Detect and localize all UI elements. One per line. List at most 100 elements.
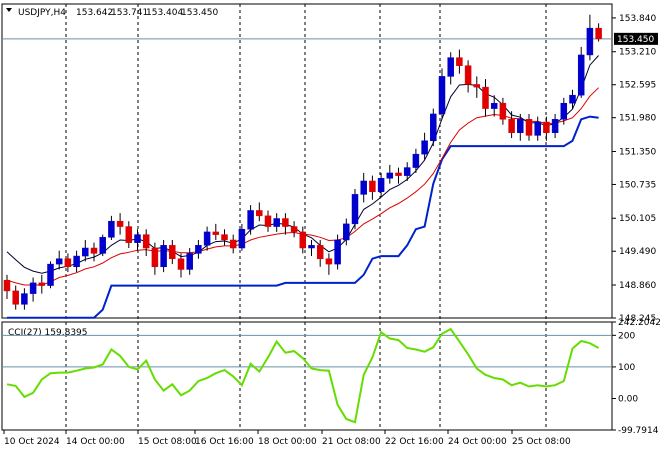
candle-down [169,239,176,265]
candle-body [395,172,402,176]
candle-body [177,258,185,270]
candle-body [360,180,367,195]
candle-up [29,277,37,302]
candle-body [38,282,46,286]
cci-y-tick-label: 100 [618,363,635,373]
candle-body [499,102,507,120]
candle-up [186,248,193,275]
candle-body [430,113,437,142]
candle-body [90,247,98,254]
candle-up [82,239,89,262]
candle-body [551,119,559,133]
slow-ma-line [6,87,599,286]
candle-up [55,250,63,270]
ohlc-close: 153.450 [181,8,218,18]
candle-down [290,221,298,238]
trailing-stop-line [7,115,599,319]
candle-down [473,76,481,98]
candle-body [560,102,568,120]
candle-body [412,153,420,168]
candle-body [29,282,37,294]
x-tick-label: 14 Oct 00:00 [66,437,125,447]
candle-up [360,172,367,203]
candle-body [221,234,228,241]
candle-up [412,148,420,173]
candle-up [334,234,341,270]
candle-body [247,210,254,230]
candle-body [282,218,289,227]
candle-up [560,97,568,125]
candle-up [490,95,498,117]
y-tick-label: 150.735 [619,180,656,190]
candle-body [195,245,202,254]
candle-down [543,116,550,141]
cci-y-axis: 242.2042 200 100 0.00 -99.7914 [612,318,660,436]
candle-up [247,205,254,235]
candle-body [325,258,333,265]
candle-body [212,231,220,235]
x-tick-label: 10 Oct 2024 [4,437,60,447]
y-tick-label: 153.210 [619,48,656,58]
candle-down [177,253,185,278]
chevron-down-icon [6,8,12,12]
cci-y-tick-label: 200 [618,331,635,341]
candle-up [238,223,246,251]
current-price-box [614,32,658,45]
cci-line [6,327,600,424]
candle-down [38,274,46,294]
candle-body [73,255,80,268]
chart-symbol-title: USDJPY,H4 [18,8,66,18]
candle-body [438,76,446,115]
y-tick-label: 152.595 [619,81,656,91]
y-tick-label: 148.860 [619,281,656,291]
candle-body [264,215,272,227]
candle-down [508,111,515,139]
candle-up [534,116,541,141]
candle-body [134,234,141,243]
main-y-axis: 153.840 153.210 152.595 151.980 151.350 150.7… [612,14,656,324]
cci-y-tick-label: -99.7914 [618,426,659,436]
candle-up [160,239,167,273]
candle-down [499,97,507,125]
candle-body [517,119,524,133]
candle-body [203,231,211,246]
candle-body [299,231,307,249]
candle-up [386,164,394,184]
candle-up [517,113,524,141]
candle-up [551,113,559,139]
x-tick-label: 18 Oct 00:00 [258,437,317,447]
candle-body [186,253,193,270]
candle-down [116,213,124,235]
candle-up [99,234,106,257]
y-tick-label: 153.840 [619,14,656,24]
candle-body [377,178,385,192]
candle-up [586,14,594,61]
candle-down [12,285,19,310]
y-tick-label: 151.350 [619,147,656,157]
candle-body [508,119,515,133]
candle-down [595,23,602,42]
candle-body [21,293,28,305]
candle-down [221,229,228,246]
candle-body [456,57,463,66]
candle-body [108,220,115,238]
candle-body [12,290,19,305]
candle-body [316,245,324,259]
candle-down [256,202,263,222]
candle-down [212,223,220,240]
candle-down [229,234,237,254]
y-tick-label: 148.245 [619,314,656,324]
candle-body [273,218,280,227]
candle-down [299,226,307,254]
candle-up [351,189,359,230]
candle-body [334,239,341,265]
candle-body [3,279,11,292]
candles [3,14,602,310]
candle-up [203,226,211,251]
candle-down [125,221,133,249]
candle-up [577,46,585,98]
candle-body [577,54,585,96]
